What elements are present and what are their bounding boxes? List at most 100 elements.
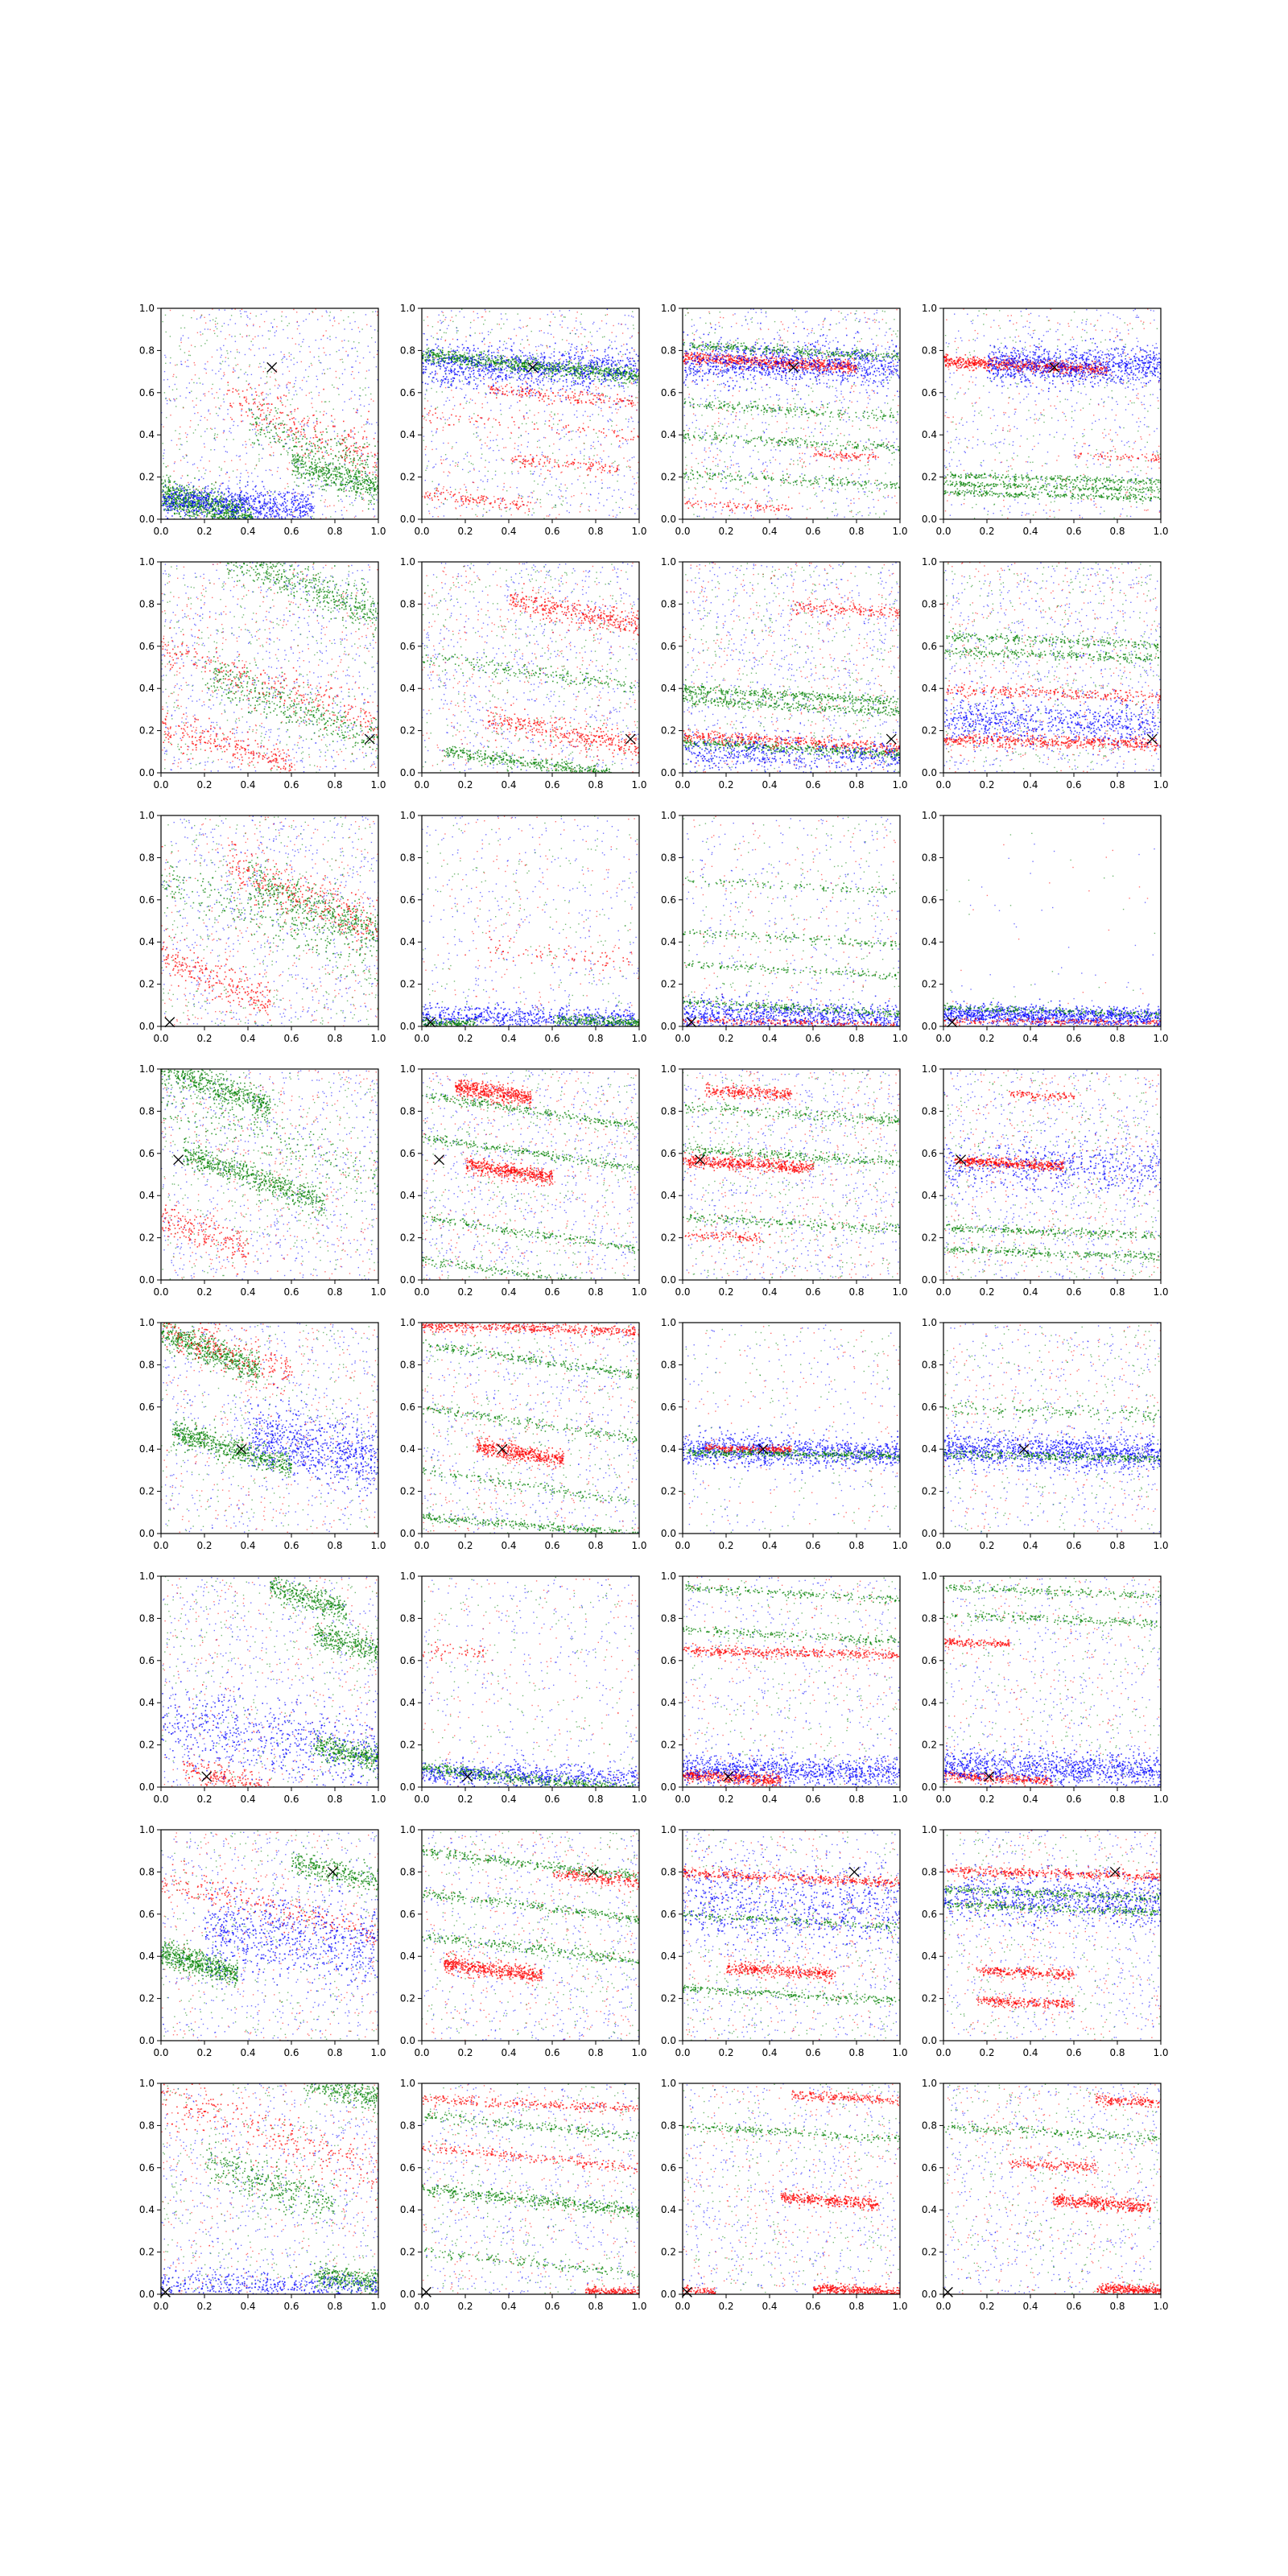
green-point xyxy=(196,489,197,490)
green-point xyxy=(462,364,464,365)
green-point xyxy=(201,495,203,497)
green-point xyxy=(320,472,322,473)
blue-point xyxy=(424,333,425,334)
green-point xyxy=(336,485,337,486)
green-point xyxy=(295,466,296,468)
red-point xyxy=(538,412,539,413)
blue-point xyxy=(242,420,243,421)
green-point xyxy=(279,442,281,444)
blue-point xyxy=(498,450,499,451)
blue-point xyxy=(317,319,318,320)
red-point xyxy=(357,452,358,454)
red-point xyxy=(598,387,599,388)
green-point xyxy=(339,443,341,444)
red-point xyxy=(472,509,473,510)
green-point xyxy=(361,463,362,464)
blue-point xyxy=(618,354,619,355)
green-point xyxy=(250,516,252,518)
red-point xyxy=(297,408,299,410)
red-point xyxy=(539,319,540,320)
green-point xyxy=(212,509,213,510)
green-point xyxy=(517,357,518,358)
green-point xyxy=(637,382,638,383)
blue-point xyxy=(573,380,574,381)
blue-point xyxy=(187,495,188,497)
green-point xyxy=(424,417,425,418)
green-point xyxy=(333,409,334,410)
red-point xyxy=(375,465,376,466)
red-point xyxy=(197,467,198,468)
red-point xyxy=(203,468,204,469)
blue-point xyxy=(233,498,234,500)
red-point xyxy=(301,421,303,423)
green-point xyxy=(218,509,220,510)
green-point xyxy=(337,489,338,490)
blue-point xyxy=(356,443,357,444)
red-point xyxy=(352,471,353,472)
blue-point xyxy=(194,413,195,414)
blue-point xyxy=(309,503,311,505)
green-point xyxy=(215,321,216,322)
green-point xyxy=(635,505,636,506)
green-point xyxy=(202,333,203,334)
red-point xyxy=(493,496,494,497)
blue-point xyxy=(602,483,603,484)
blue-point xyxy=(237,510,239,512)
green-point xyxy=(312,446,313,448)
blue-point xyxy=(483,514,484,515)
red-point xyxy=(452,339,453,340)
green-point xyxy=(165,509,167,510)
green-point xyxy=(260,431,262,433)
green-point xyxy=(626,466,627,467)
green-point xyxy=(170,481,171,483)
green-point xyxy=(331,446,332,447)
blue-point xyxy=(507,348,508,349)
blue-point xyxy=(576,417,577,418)
green-point xyxy=(337,474,338,475)
blue-point xyxy=(203,499,204,501)
red-point xyxy=(352,371,353,372)
blue-point xyxy=(519,349,520,350)
blue-point xyxy=(184,510,185,512)
green-point xyxy=(208,510,209,511)
red-point xyxy=(579,476,580,477)
red-point xyxy=(353,450,355,452)
red-point xyxy=(260,415,262,417)
blue-point xyxy=(175,483,177,485)
green-point xyxy=(364,483,365,485)
blue-point xyxy=(481,444,482,445)
green-point xyxy=(266,417,267,419)
green-point xyxy=(326,450,328,452)
blue-point xyxy=(238,456,239,457)
red-point xyxy=(254,336,255,337)
green-point xyxy=(553,382,554,383)
green-point xyxy=(312,492,313,493)
blue-point xyxy=(273,498,275,500)
red-point xyxy=(442,412,443,413)
red-point xyxy=(441,463,442,464)
green-point xyxy=(501,458,502,459)
green-point xyxy=(333,474,335,476)
green-point xyxy=(297,431,299,433)
green-point xyxy=(322,475,324,477)
red-point xyxy=(197,332,198,333)
blue-point xyxy=(218,371,219,372)
blue-point xyxy=(253,501,254,502)
green-point xyxy=(365,487,367,489)
blue-point xyxy=(280,493,282,495)
green-point xyxy=(557,423,558,424)
blue-point xyxy=(452,371,453,372)
green-point xyxy=(365,464,366,465)
blue-point xyxy=(276,514,278,515)
blue-point xyxy=(306,511,308,513)
blue-point xyxy=(487,479,488,480)
green-point xyxy=(274,319,275,320)
green-point xyxy=(331,473,332,475)
red-point xyxy=(287,434,289,436)
blue-point xyxy=(589,391,590,392)
red-point xyxy=(308,450,309,451)
green-point xyxy=(361,477,363,479)
blue-point xyxy=(351,374,352,375)
blue-point xyxy=(171,504,172,506)
green-point xyxy=(619,430,620,431)
